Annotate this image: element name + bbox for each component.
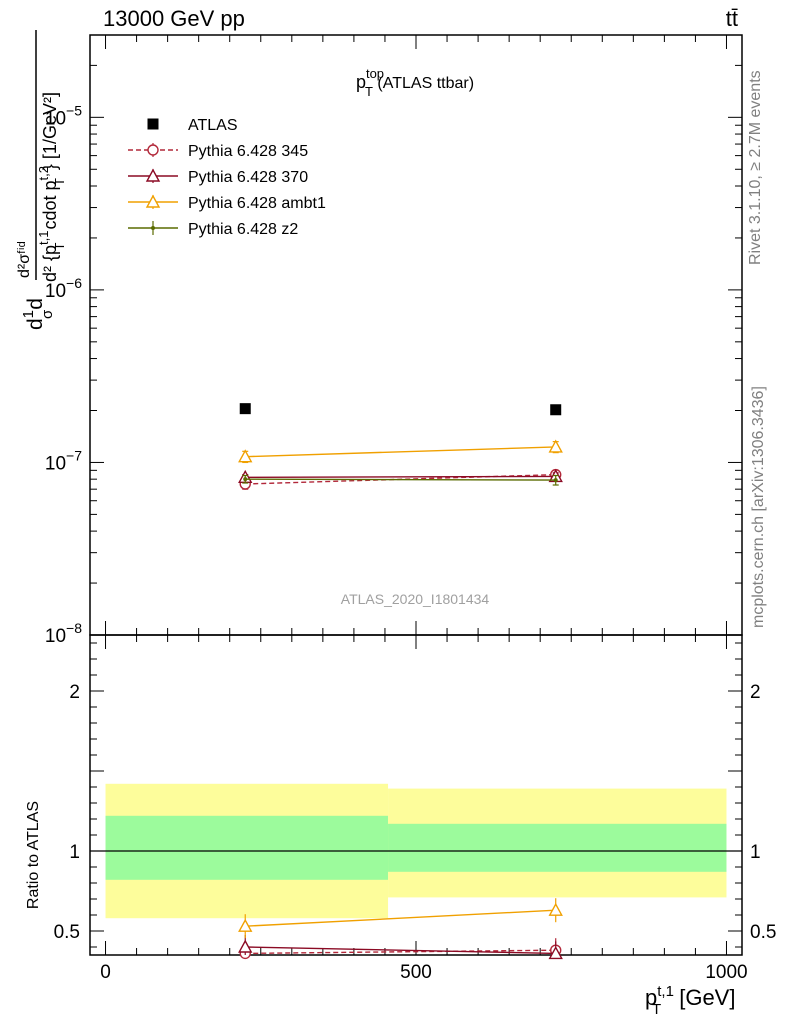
x-tick-label-0: 0	[100, 962, 111, 983]
data-point-4-0	[243, 477, 248, 482]
upper-y-axis-label: d1 σd d²σᶠⁱᵈ d² {pt,1T cdot pt,2T} [1/GeV…	[16, 30, 67, 330]
legend-label-0: ATLAS	[188, 117, 238, 134]
legend-entry-2: Pythia 6.428 370	[128, 168, 308, 186]
ylabel-denominator-rest: cdot p	[40, 181, 60, 235]
title-sup: top	[366, 66, 384, 81]
svg-text:d² {pt,1T cdot pt,2T} [1/GeV²]: d² {pt,1T cdot pt,2T} [1/GeV²]	[36, 92, 67, 282]
upper-y-tick-label-1: 10−6	[45, 275, 82, 302]
ratio-line-2	[245, 909, 556, 927]
legend-entry-3: Pythia 6.428 ambt1	[128, 194, 326, 212]
legend-marker-2	[145, 168, 161, 182]
x-axis-label: pt,1 T [GeV]	[645, 983, 735, 1018]
legend-entry-4: Pythia 6.428 z2	[128, 221, 298, 238]
ratio-line-0	[245, 949, 556, 955]
legend-label-1: Pythia 6.428 345	[188, 143, 308, 160]
header-right-label: tt̄	[726, 6, 738, 31]
upper-panel-content	[238, 403, 563, 490]
rivet-version-label: Rivet 3.1.10, ≥ 2.7M events	[747, 70, 764, 265]
legend-entry-1: Pythia 6.428 345	[128, 143, 308, 160]
xlabel-sup: t,1	[657, 983, 674, 1000]
ylabel-prefix: d	[24, 318, 47, 330]
title-main: p	[356, 72, 366, 92]
x-tick-label-1: 500	[400, 962, 432, 983]
legend-marker-0	[147, 118, 159, 130]
xlabel-rest: [GeV]	[673, 985, 735, 1010]
ylabel-one: 1	[20, 310, 37, 318]
data-point-0-0	[239, 403, 251, 415]
tick-exponent: −8	[66, 620, 82, 636]
legend: ATLAS Pythia 6.428 345 Pythia 6.428 370 Pyt…	[128, 117, 326, 238]
lower-y-tick-label-1: 1	[69, 842, 80, 863]
ylabel-unit: } [1/GeV²]	[40, 92, 60, 170]
legend-entry-0: ATLAS	[147, 117, 238, 134]
legend-marker-3	[145, 194, 161, 208]
data-point-0-1	[550, 404, 562, 416]
tick-base: 10	[45, 108, 66, 129]
ratio-point-2-1	[548, 902, 563, 916]
inner-band-1	[388, 823, 727, 872]
ratio-point-1-1	[548, 945, 563, 960]
tick-base: 10	[45, 453, 66, 474]
lower-y-tick-label-0: 0.5	[54, 922, 80, 943]
xlabel-sub: T	[652, 1001, 661, 1018]
ylabel-numerator: d²σᶠⁱᵈ	[16, 241, 33, 278]
ratio-point-2-0	[238, 918, 253, 932]
ylabel-sub-t1: T	[52, 243, 67, 251]
mcplots-label: mcplots.cern.ch [arXiv:1306.3436]	[750, 386, 767, 628]
series-line-2	[245, 475, 556, 479]
header-left-label: 13000 GeV pp	[103, 6, 245, 31]
tick-base: 10	[45, 626, 66, 647]
upper-y-tick-label-3: 10−8	[45, 620, 82, 647]
ratio-line-1	[245, 946, 556, 955]
upper-y-tick-label-2: 10−7	[45, 447, 82, 474]
legend-marker-1	[147, 144, 159, 156]
series-line-4	[245, 478, 556, 481]
lower-y-tick-label-right-0: 0.5	[750, 922, 776, 943]
title-sub: T	[365, 84, 373, 99]
lower-panel-content	[238, 898, 563, 960]
upper-y-tick-label-0: 10−5	[45, 102, 82, 129]
tick-exponent: −5	[66, 102, 82, 118]
data-point-3-0	[238, 449, 253, 463]
ylabel-sup-t1: t,1	[36, 231, 51, 245]
data-point-3-1	[548, 439, 563, 453]
inner-band-0	[105, 815, 389, 880]
title-rest: (ATLAS ttbar)	[373, 75, 474, 92]
ylabel-sigma: σ	[39, 309, 56, 319]
tick-base: 10	[45, 281, 66, 302]
lower-y-axis-label: Ratio to ATLAS	[25, 801, 42, 909]
lower-y-tick-label-2: 2	[69, 682, 80, 703]
tick-exponent: −7	[66, 447, 82, 463]
x-tick-label-2: 1000	[705, 962, 747, 983]
tick-exponent: −6	[66, 275, 82, 291]
ylabel-frac-main: d	[24, 298, 47, 310]
legend-label-3: Pythia 6.428 ambt1	[188, 195, 326, 212]
ylabel-denominator: d² {p	[40, 245, 60, 282]
ylabel-sup-t2: t,2	[36, 166, 51, 180]
upper-plot-title: ptop T (ATLAS ttbar)	[356, 66, 474, 99]
xlabel-main: p	[645, 985, 657, 1010]
series-line-3	[245, 446, 556, 458]
lower-y-tick-label-right-1: 1	[750, 842, 761, 863]
data-point-4-1	[553, 478, 558, 483]
analysis-watermark: ATLAS_2020_I1801434	[341, 591, 490, 607]
legend-label-2: Pythia 6.428 370	[188, 169, 308, 186]
legend-marker-4	[151, 226, 155, 230]
ylabel-sub-t2: T	[52, 178, 67, 186]
lower-y-tick-label-right-2: 2	[750, 682, 761, 703]
legend-label-4: Pythia 6.428 z2	[188, 221, 298, 238]
ratio-point-1-0	[238, 939, 253, 953]
